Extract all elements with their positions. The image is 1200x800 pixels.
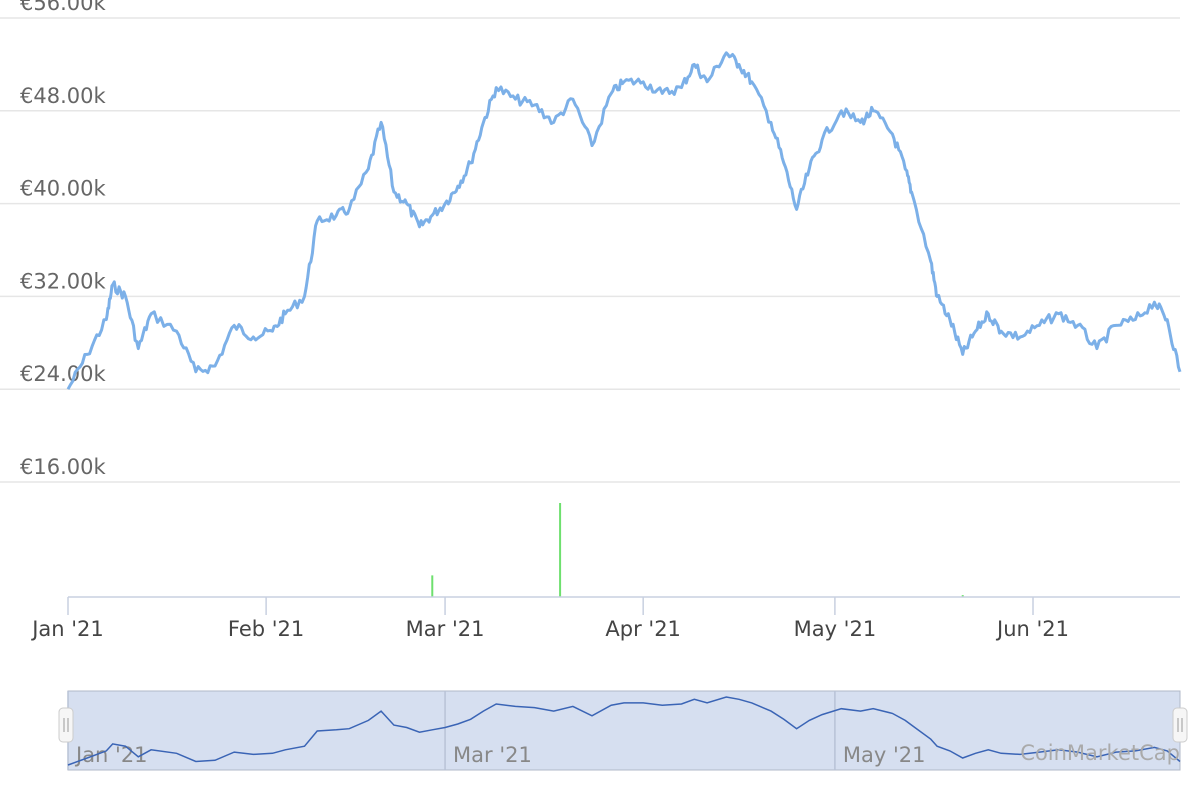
navigator-label: May '21 [843,743,926,767]
volume-bar [431,575,434,597]
volume-bars [431,503,964,597]
x-tick-label: May '21 [794,617,877,641]
y-axis: €16.00k €24.00k €32.00k €40.00k €48.00k €56.0… [20,0,106,479]
volume-bar [559,503,562,597]
price-line [66,51,1182,390]
navigator-label: Mar '21 [453,743,532,767]
handle-grip[interactable] [58,707,74,743]
grid-lines [0,17,1180,483]
y-tick-label: €56.00k [20,0,106,15]
y-tick-label: €32.00k [20,269,106,293]
x-tick-label: Feb '21 [228,617,304,641]
x-tick-label: Jun '21 [995,617,1069,641]
volume-bar [961,595,964,597]
navigator-labels: Jan '21 Mar '21 May '21 [67,691,926,770]
x-tick-label: Jan '21 [30,617,104,641]
navigator-line [67,696,1181,766]
navigator-right-handle[interactable] [1172,707,1188,743]
y-tick-label: €24.00k [20,362,106,386]
x-tick-label: Apr '21 [605,617,681,641]
y-tick-label: €16.00k [20,455,106,479]
navigator-left-handle[interactable] [58,707,74,743]
y-tick-label: €48.00k [20,84,106,108]
navigator[interactable]: Jan '21 Mar '21 May '21 CoinMarketCap [58,690,1188,771]
x-axis: Jan '21 Feb '21 Mar '21 Apr '21 May '21 Jun '… [30,596,1180,641]
y-tick-label: €40.00k [20,177,106,201]
handle-grip[interactable] [1172,707,1188,743]
credit-text: CoinMarketCap [1020,741,1180,765]
x-tick-label: Mar '21 [406,617,485,641]
navigator-selected-range[interactable] [67,690,1181,771]
plot-area [66,51,1182,390]
